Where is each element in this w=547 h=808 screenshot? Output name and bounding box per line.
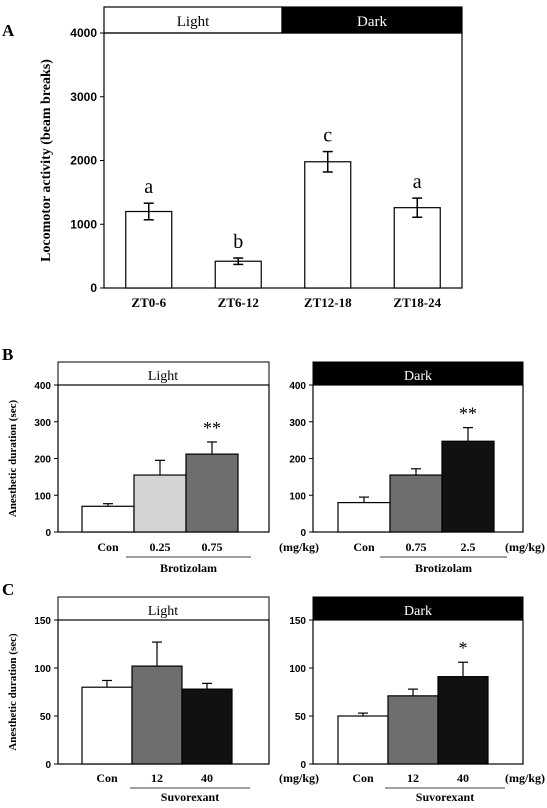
dose-unit-label: (mg/kg) — [279, 540, 319, 554]
panel-a-dark-label: Dark — [357, 14, 387, 30]
y-axis-label: Locomotor activity (beam breaks) — [39, 59, 54, 262]
y-tick-label: 1000 — [70, 217, 97, 231]
bar — [441, 440, 495, 533]
y-tick-label: 200 — [289, 455, 306, 466]
x-tick-label: 12 — [407, 771, 419, 785]
y-tick-label: 150 — [34, 616, 51, 627]
x-tick-label: Con — [96, 771, 118, 785]
y-tick-label: 0 — [45, 760, 51, 771]
x-tick-label: Con — [353, 540, 375, 554]
x-tick-label: Con — [352, 771, 374, 785]
panel-c-light-label: Light — [148, 604, 178, 619]
y-tick-label: 4000 — [70, 26, 97, 40]
chart-c-light: 0 50 100 150 Anesthetic duration (sec) Con 12 4… — [7, 616, 319, 804]
chart-a: 0 1000 2000 3000 4000 Locomotor activity (bea… — [39, 26, 463, 310]
panel-a-light-header-box — [103, 6, 283, 34]
x-tick-label: 0.75 — [406, 540, 427, 554]
dose-unit-label: (mg/kg) — [279, 771, 319, 785]
y-tick-label: 3000 — [70, 90, 97, 104]
bar — [185, 453, 239, 533]
x-tick-label: ZT6-12 — [218, 295, 259, 310]
bar — [437, 676, 489, 765]
x-tick-label: ZT12-18 — [304, 295, 352, 310]
significance-label: a — [144, 176, 153, 198]
bar — [81, 505, 135, 533]
drug-label: Suvorexant — [161, 790, 219, 804]
panel-label-c: C — [2, 580, 14, 599]
x-tick-label: 0.75 — [202, 540, 223, 554]
x-tick-label: 40 — [457, 771, 469, 785]
y-axis-label: Anesthetic duration (sec) — [7, 400, 19, 518]
panel-a-light-label: Light — [177, 14, 210, 30]
significance-label: c — [323, 125, 332, 147]
significance-label: ** — [203, 418, 221, 438]
chart-b-dark: 0 100 200 300 400 Con 0.75 ** 2.5 (mg/kg) Brotizol… — [289, 381, 545, 575]
bar — [387, 695, 439, 765]
y-tick-label: 300 — [289, 418, 306, 429]
y-tick-label: 50 — [295, 712, 307, 723]
bar — [131, 665, 183, 765]
chart-b-light: 0 100 200 300 400 Anesthetic duration (sec) Co… — [7, 381, 319, 575]
drug-label: Suvorexant — [416, 790, 474, 804]
x-tick-label: 0.25 — [150, 540, 171, 554]
y-tick-label: 100 — [34, 491, 51, 502]
y-tick-label: 0 — [300, 528, 306, 539]
x-tick-label: 2.5 — [461, 540, 476, 554]
x-tick-label: 12 — [151, 771, 163, 785]
bar — [133, 474, 187, 533]
drug-label: Brotizolam — [415, 561, 472, 575]
x-tick-label: 40 — [201, 771, 213, 785]
bar — [337, 502, 391, 533]
y-axis-label: Anesthetic duration (sec) — [7, 633, 19, 751]
dose-unit-label: (mg/kg) — [505, 540, 545, 554]
y-tick-label: 0 — [45, 528, 51, 539]
bar — [304, 161, 352, 289]
y-tick-label: 100 — [289, 664, 306, 675]
y-tick-label: 2000 — [70, 154, 97, 168]
x-tick-label: ZT0-6 — [131, 295, 166, 310]
significance-label: ** — [459, 404, 477, 424]
panel-label-a: A — [2, 21, 15, 40]
x-tick-label: Con — [97, 540, 119, 554]
panel-c-dark-label: Dark — [404, 604, 432, 619]
drug-label: Brotizolam — [160, 561, 217, 575]
panel-b-dark-label: Dark — [404, 369, 432, 384]
y-tick-label: 200 — [34, 455, 51, 466]
bar — [337, 715, 389, 765]
y-tick-label: 0 — [90, 281, 97, 295]
y-tick-label: 300 — [34, 418, 51, 429]
bar — [125, 210, 173, 289]
significance-label: a — [413, 171, 422, 193]
bar — [393, 207, 441, 289]
significance-label: * — [459, 638, 468, 658]
significance-label: b — [233, 231, 243, 253]
y-tick-label: 150 — [289, 616, 306, 627]
y-tick-label: 400 — [34, 381, 51, 392]
panel-a-dark-header-box — [281, 6, 463, 34]
x-tick-label: ZT18-24 — [393, 295, 441, 310]
panel-b-light-label: Light — [148, 369, 178, 384]
bar — [181, 688, 233, 765]
bar — [389, 474, 443, 533]
y-tick-label: 100 — [34, 664, 51, 675]
bar — [214, 260, 262, 289]
y-tick-label: 0 — [300, 760, 306, 771]
y-tick-label: 400 — [289, 381, 306, 392]
chart-c-dark: 0 50 100 150 Con 12 * 40 (mg/kg) Suvorexant — [289, 616, 545, 804]
panel-label-b: B — [2, 345, 13, 364]
dose-unit-label: (mg/kg) — [505, 771, 545, 785]
bar — [81, 686, 133, 765]
y-tick-label: 100 — [289, 491, 306, 502]
y-tick-label: 50 — [40, 712, 52, 723]
